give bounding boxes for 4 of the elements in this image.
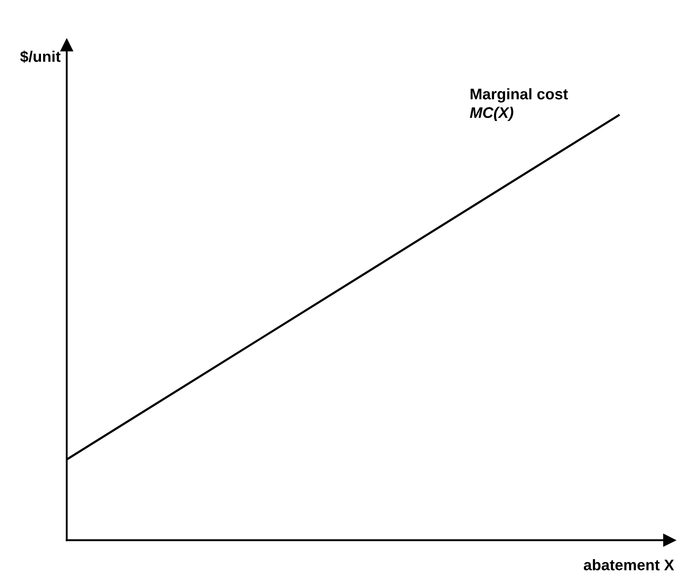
text: Marginal cost <box>470 88 568 103</box>
x-axis-title: abatement X <box>584 559 674 570</box>
y-axis-title: $/unit <box>20 50 61 63</box>
annotation: MC(X) <box>470 106 514 122</box>
